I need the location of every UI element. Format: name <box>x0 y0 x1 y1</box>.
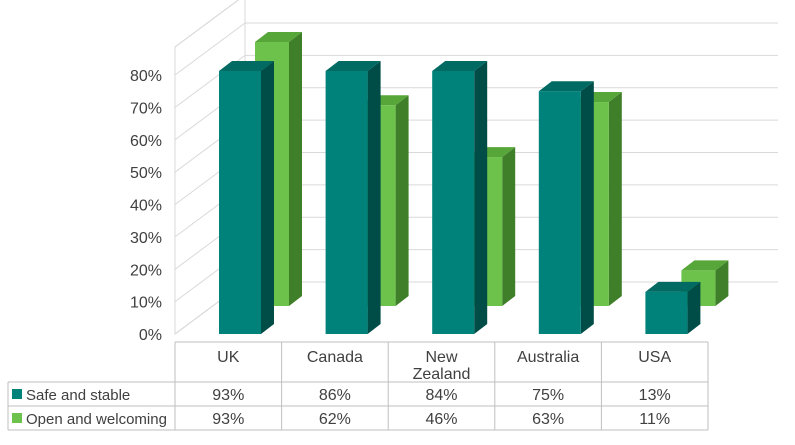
bar-side <box>502 147 516 306</box>
bar-side <box>608 92 622 306</box>
data-label: 86% <box>319 387 351 404</box>
bar-front <box>645 291 688 334</box>
y-tick-label: 50% <box>130 165 162 182</box>
y-axis-tick-labels: 0% 10% 20% 30% 40% 50% 60% 70% 80% <box>130 68 162 344</box>
bar-top <box>432 61 488 71</box>
gridline-diagonal <box>174 22 246 76</box>
bar-front <box>538 91 581 334</box>
y-tick-label: 60% <box>130 133 162 150</box>
data-label: 11% <box>639 411 670 428</box>
legend-swatch <box>12 413 22 423</box>
bar-side <box>474 61 488 334</box>
category-label: New <box>425 349 457 366</box>
series-name: Safe and stable <box>26 387 130 404</box>
y-tick-label: 30% <box>130 230 162 247</box>
legend-swatch <box>12 389 22 399</box>
bar-side <box>687 281 701 334</box>
bar-safe-and-stable <box>432 61 488 334</box>
y-tick-label: 10% <box>130 295 162 312</box>
data-label: 62% <box>319 411 351 428</box>
bar-front <box>219 71 261 334</box>
category-label: Canada <box>307 349 363 366</box>
data-label: 46% <box>425 411 457 428</box>
bar-front <box>325 71 368 334</box>
data-label: 93% <box>212 411 244 428</box>
bar-side <box>261 61 274 334</box>
y-tick-label: 0% <box>139 327 162 344</box>
data-label: 93% <box>212 387 244 404</box>
category-label: Australia <box>517 349 579 366</box>
bar-top <box>255 32 302 42</box>
y-tick-label: 80% <box>130 68 162 85</box>
data-label: 63% <box>532 411 564 428</box>
bar-side <box>289 32 302 306</box>
category-label: Zealand <box>413 366 471 383</box>
data-label: 84% <box>425 387 457 404</box>
bar-front <box>432 71 475 334</box>
category-label: UK <box>217 349 240 366</box>
data-label: 75% <box>532 387 564 404</box>
bar-side <box>715 260 729 306</box>
category-label: USA <box>638 349 671 366</box>
gridline-diagonal <box>174 0 240 48</box>
y-tick-label: 70% <box>130 100 162 117</box>
y-tick-label: 20% <box>130 262 162 279</box>
y-tick-label: 40% <box>130 198 162 215</box>
data-label: 13% <box>639 387 671 404</box>
bar-side <box>580 81 594 334</box>
bar-safe-and-stable <box>219 61 274 334</box>
bar-safe-and-stable <box>538 81 594 334</box>
bar-top <box>681 260 729 271</box>
bar-safe-and-stable <box>645 281 701 334</box>
bar-side <box>395 95 409 307</box>
bar-top <box>645 281 701 292</box>
series-name: Open and welcoming <box>26 411 167 428</box>
chart-bars <box>219 32 729 334</box>
bar-top <box>219 61 274 71</box>
bar-top <box>538 81 594 92</box>
bar-side <box>367 61 381 334</box>
bar-safe-and-stable <box>325 61 381 334</box>
bar-top <box>325 61 381 71</box>
